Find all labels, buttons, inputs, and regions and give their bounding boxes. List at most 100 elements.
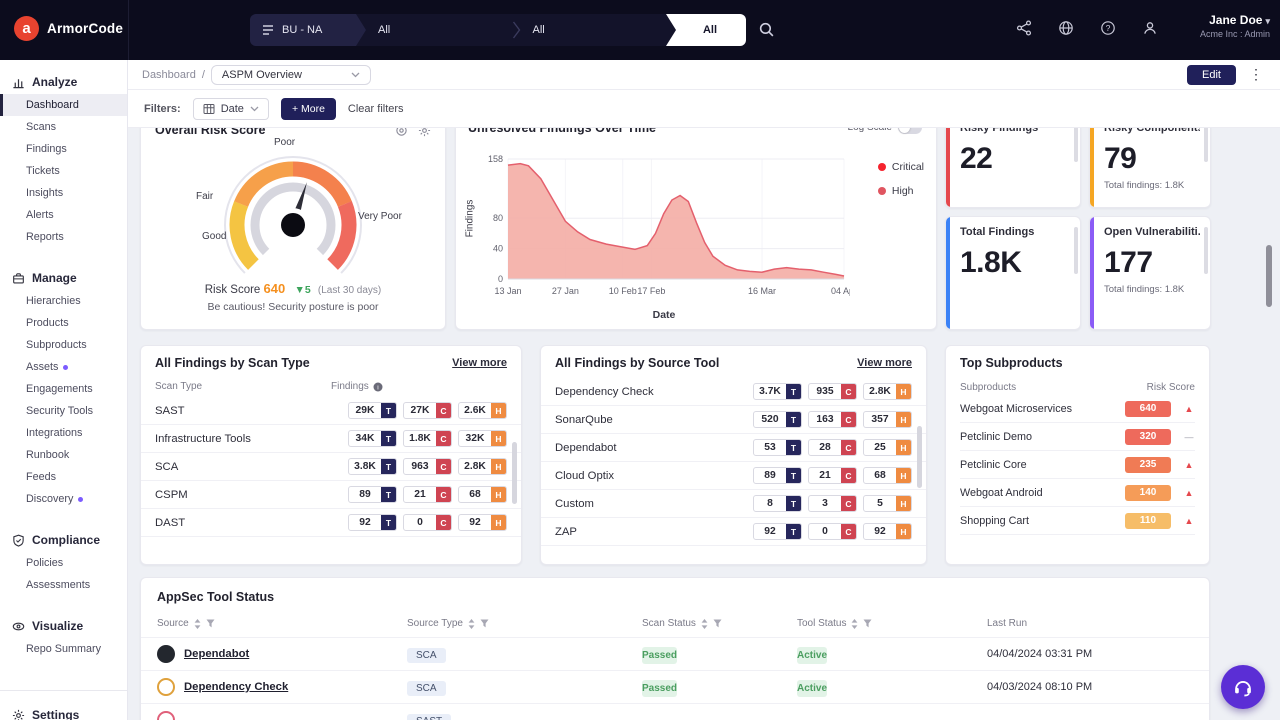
- sidebar-item-findings[interactable]: Findings: [26, 143, 67, 155]
- findings-row-dependency-check[interactable]: Dependency Check 3.7K T 935 C 2.8K H: [541, 378, 926, 406]
- high-badge[interactable]: 2.6K H: [458, 402, 507, 419]
- scope-chip-0[interactable]: BU - NA: [250, 14, 366, 46]
- column-scan-type[interactable]: Scan Type: [155, 381, 203, 392]
- search-icon[interactable]: [758, 21, 775, 41]
- column-source[interactable]: Source: [157, 618, 407, 629]
- source-link[interactable]: Dependabot: [184, 648, 250, 660]
- total-badge[interactable]: 89 T: [348, 486, 397, 503]
- view-more-link[interactable]: View more: [452, 357, 507, 369]
- more-filters-button[interactable]: + More: [280, 97, 336, 120]
- column-tool-status[interactable]: Tool Status: [797, 618, 987, 629]
- critical-badge[interactable]: 935 C: [808, 383, 857, 400]
- brand[interactable]: a ArmorCode: [14, 16, 123, 41]
- stat-card-total-findings[interactable]: Total Findings 1.8K: [945, 216, 1081, 330]
- stat-card-open-vulnerabiliti[interactable]: Open Vulnerabiliti... 177 Total findings: …: [1089, 216, 1211, 330]
- sidebar-section-title-settings[interactable]: Settings: [0, 703, 127, 720]
- card-scrollbar[interactable]: [1074, 227, 1078, 275]
- sidebar-item-scans[interactable]: Scans: [26, 121, 57, 133]
- card-scrollbar[interactable]: [1204, 123, 1208, 163]
- sidebar-item-insights[interactable]: Insights: [26, 187, 64, 199]
- legend-item-high[interactable]: High: [877, 185, 924, 197]
- high-badge[interactable]: 2.8K H: [863, 383, 912, 400]
- high-badge[interactable]: 357 H: [863, 411, 912, 428]
- critical-badge[interactable]: 163 C: [808, 411, 857, 428]
- critical-badge[interactable]: 21 C: [403, 486, 452, 503]
- sidebar-item-hierarchies[interactable]: Hierarchies: [26, 295, 81, 307]
- subproduct-row-shopping-cart[interactable]: Shopping Cart 110 ▲: [960, 507, 1195, 535]
- column-subproducts[interactable]: Subproducts: [960, 382, 1017, 393]
- findings-row-custom[interactable]: Custom 8 T 3 C 5 H: [541, 490, 926, 518]
- total-badge[interactable]: 3.8K T: [348, 458, 397, 475]
- findings-row-dast[interactable]: DAST 92 T 0 C 92 H: [141, 509, 521, 537]
- high-badge[interactable]: 32K H: [458, 430, 507, 447]
- column-source-type[interactable]: Source Type: [407, 618, 642, 629]
- subproduct-row-webgoat-microservices[interactable]: Webgoat Microservices 640 ▲: [960, 395, 1195, 423]
- sidebar-item-subproducts[interactable]: Subproducts: [26, 339, 87, 351]
- column-last-run[interactable]: Last Run: [987, 618, 1028, 629]
- sidebar-item-assessments[interactable]: Assessments: [26, 579, 91, 591]
- findings-row-sonarqube[interactable]: SonarQube 520 T 163 C 357 H: [541, 406, 926, 434]
- total-badge[interactable]: 29K T: [348, 402, 397, 419]
- breadcrumb-dashboard[interactable]: Dashboard: [142, 68, 196, 81]
- sidebar-item-runbook[interactable]: Runbook: [26, 449, 70, 461]
- subproduct-row-petclinic-demo[interactable]: Petclinic Demo 320 —: [960, 423, 1195, 451]
- clear-filters[interactable]: Clear filters: [347, 102, 404, 115]
- help-icon[interactable]: ?: [1100, 20, 1116, 36]
- globe-icon[interactable]: [1058, 20, 1074, 36]
- sidebar-section-title-analyze[interactable]: Analyze: [0, 70, 127, 94]
- column-scan-status[interactable]: Scan Status: [642, 618, 797, 629]
- sidebar-section-title-manage[interactable]: Manage: [0, 266, 127, 290]
- critical-badge[interactable]: 28 C: [808, 439, 857, 456]
- dashboard-select[interactable]: ASPM Overview: [210, 64, 371, 85]
- scope-chip-1[interactable]: All: [378, 24, 391, 36]
- stat-card-risky-findings[interactable]: Risky Findings 22: [945, 112, 1081, 208]
- source-link[interactable]: Dependency Check: [184, 681, 289, 693]
- sidebar-section-title-compliance[interactable]: Compliance: [0, 528, 127, 552]
- findings-row-cloud-optix[interactable]: Cloud Optix 89 T 21 C 68 H: [541, 462, 926, 490]
- findings-row-infrastructure-tools[interactable]: Infrastructure Tools 34K T 1.8K C 32K H: [141, 425, 521, 453]
- appsec-row-2[interactable]: SAST: [141, 703, 1209, 720]
- high-badge[interactable]: 92 H: [458, 514, 507, 531]
- sidebar-item-feeds[interactable]: Feeds: [26, 471, 57, 483]
- findings-row-sca[interactable]: SCA 3.8K T 963 C 2.8K H: [141, 453, 521, 481]
- sidebar-section-title-visualize[interactable]: Visualize: [0, 614, 127, 638]
- findings-row-sast[interactable]: SAST 29K T 27K C 2.6K H: [141, 397, 521, 425]
- appsec-row-dependabot[interactable]: Dependabot SCA Passed Active 04/04/2024 03:3…: [141, 637, 1209, 670]
- sidebar-item-integrations[interactable]: Integrations: [26, 427, 83, 439]
- total-badge[interactable]: 89 T: [753, 467, 802, 484]
- findings-row-cspm[interactable]: CSPM 89 T 21 C 68 H: [141, 481, 521, 509]
- sidebar-item-tickets[interactable]: Tickets: [26, 165, 60, 177]
- scope-chip-3[interactable]: All: [666, 14, 746, 46]
- scope-chip-2[interactable]: All: [532, 24, 545, 36]
- support-button[interactable]: [1221, 665, 1265, 709]
- subproduct-row-webgoat-android[interactable]: Webgoat Android 140 ▲: [960, 479, 1195, 507]
- date-filter[interactable]: Date: [192, 97, 269, 120]
- sidebar-item-security-tools[interactable]: Security Tools: [26, 405, 94, 417]
- sidebar-item-reports[interactable]: Reports: [26, 231, 64, 243]
- total-badge[interactable]: 53 T: [753, 439, 802, 456]
- total-badge[interactable]: 520 T: [753, 411, 802, 428]
- edit-button[interactable]: Edit: [1187, 64, 1236, 85]
- sidebar-item-assets[interactable]: Assets: [0, 356, 127, 378]
- sidebar-item-discovery[interactable]: Discovery: [0, 488, 127, 510]
- high-badge[interactable]: 92 H: [863, 523, 912, 540]
- critical-badge[interactable]: 1.8K C: [403, 430, 452, 447]
- critical-badge[interactable]: 21 C: [808, 467, 857, 484]
- total-badge[interactable]: 92 T: [753, 523, 802, 540]
- kebab-menu-icon[interactable]: ⋮: [1249, 66, 1263, 82]
- card-scrollbar[interactable]: [512, 442, 517, 504]
- user-menu[interactable]: Jane Doe ▾ Acme Inc : Admin: [1200, 13, 1270, 39]
- high-badge[interactable]: 2.8K H: [458, 458, 507, 475]
- view-more-link[interactable]: View more: [857, 357, 912, 369]
- column-findings[interactable]: Findings: [331, 381, 369, 392]
- card-scrollbar[interactable]: [917, 426, 922, 488]
- sidebar-item-dashboard[interactable]: Dashboard: [0, 94, 127, 116]
- page-scrollbar[interactable]: [1266, 245, 1272, 307]
- column-risk-score[interactable]: Risk Score: [1146, 382, 1195, 393]
- sidebar-item-engagements[interactable]: Engagements: [26, 383, 93, 395]
